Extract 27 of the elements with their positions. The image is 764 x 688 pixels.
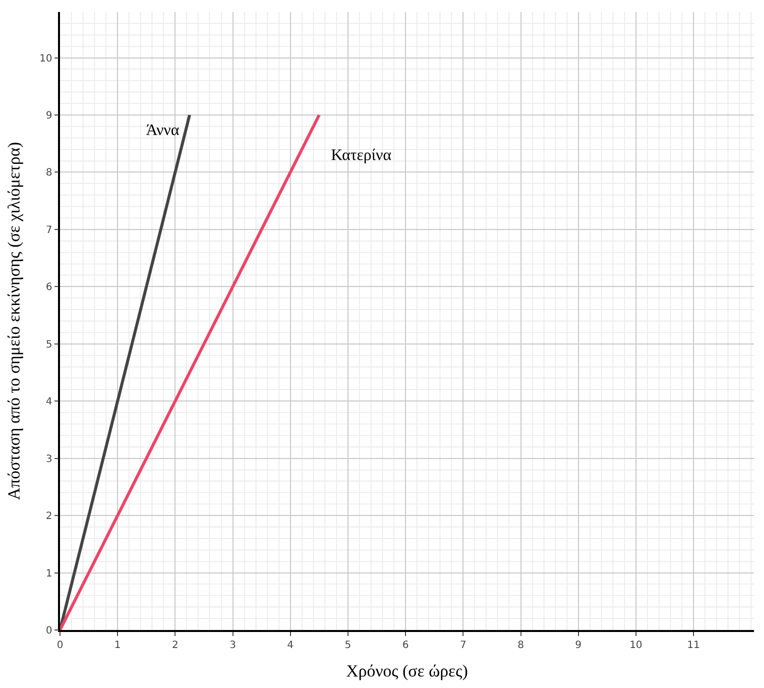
y-tick-label: 2 (46, 511, 52, 522)
y-tick-label: 8 (46, 168, 52, 179)
y-tick-label: 6 (46, 282, 52, 294)
x-tick-label: 6 (402, 640, 409, 651)
x-tick-label: 11 (687, 640, 700, 651)
series-label: Κατερίνα (331, 147, 392, 164)
y-tick-label: 10 (40, 53, 52, 64)
x-tick-label: 7 (460, 640, 466, 651)
x-tick-label: 4 (287, 640, 294, 651)
x-axis-title: Χρόνος (σε ώρες) (346, 662, 468, 681)
x-tick-label: 3 (230, 640, 236, 651)
y-tick-label: 3 (46, 454, 52, 465)
x-tick-label: 8 (518, 640, 524, 651)
y-tick-label: 9 (46, 110, 52, 122)
x-tick-label: 10 (630, 640, 642, 651)
y-tick-label: 4 (46, 396, 52, 408)
x-tick-label: 0 (56, 640, 64, 651)
y-tick-label: 1 (46, 568, 52, 580)
y-tick-label: 5 (46, 339, 52, 350)
y-tick-label: 7 (46, 224, 52, 236)
y-axis-title: Απόσταση από το σημείο εκκίνησης (σε χιλιόμετρα) (4, 142, 24, 500)
x-tick-label: 9 (575, 640, 582, 651)
series-label: Άννα (146, 122, 180, 139)
x-tick-label: 1 (114, 640, 121, 651)
y-tick-label: 0 (46, 626, 52, 636)
x-tick-label: 5 (344, 640, 352, 651)
x-tick-label: 2 (172, 640, 178, 651)
